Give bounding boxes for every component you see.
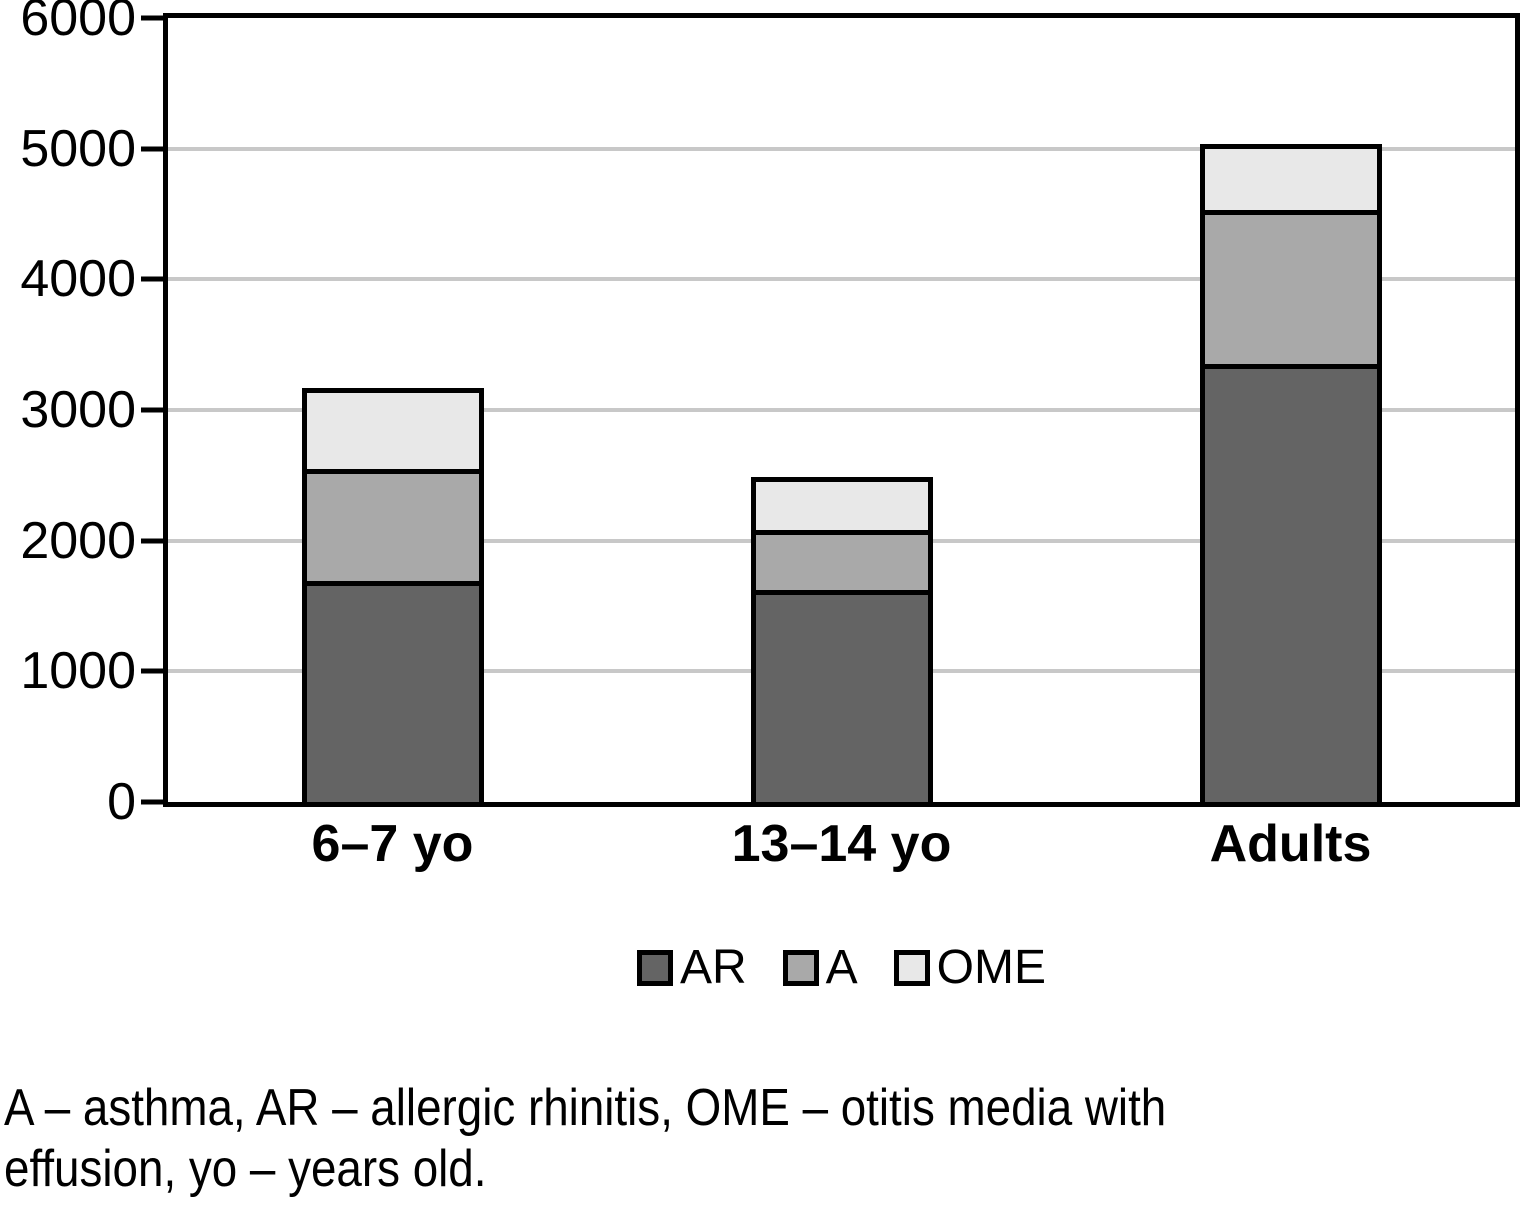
legend-swatch-a: [782, 950, 819, 986]
bar-segment-ome: [1204, 148, 1377, 211]
y-axis-tick-label-3000: 3000: [20, 381, 136, 439]
bar-segment-a: [306, 468, 479, 582]
caption-line-2: effusion, yo – years old.: [4, 1139, 487, 1198]
x-axis-tick-label: Adults: [1209, 815, 1372, 873]
bar-segment-ar: [306, 581, 479, 802]
y-axis-tick-label-6000: 6000: [20, 0, 136, 47]
y-axis-tick-6000: [141, 15, 168, 21]
plot-area: [141, 13, 1520, 807]
y-axis-tick-2000: [141, 538, 168, 544]
legend-label-ome: OME: [936, 941, 1047, 994]
x-axis-labels: 6–7 yo 13–14 yo Adults: [168, 818, 1515, 870]
y-axis-tick-label-1000: 1000: [20, 642, 136, 701]
bar-slot: [617, 18, 1066, 802]
gridline-5000: [168, 146, 1515, 151]
bar-segment-ar: [1204, 364, 1377, 802]
legend: AR A OME: [168, 944, 1515, 992]
y-axis-tick-label-0: 0: [107, 773, 136, 831]
bar-segment-ome: [755, 481, 928, 531]
caption-line-1: A – asthma, AR – allergic rhinitis, OME …: [4, 1079, 1167, 1137]
gridline-3000: [168, 408, 1515, 412]
y-axis-tick-0: [141, 799, 168, 805]
caption: A – asthma, AR – allergic rhinitis, OME …: [4, 1078, 1324, 1200]
stacked-bar: [1199, 143, 1382, 802]
bar-segment-a: [755, 530, 928, 591]
legend-label-ar: AR: [679, 941, 747, 994]
stacked-bar: [301, 388, 484, 802]
bar-segment-a: [1204, 210, 1377, 365]
bar-segment-ome: [306, 393, 479, 469]
bar-slot: [168, 18, 617, 802]
y-axis-tick-label-2000: 2000: [20, 511, 136, 570]
y-axis-labels: 0 1000 2000 3000 4000 5000 6000: [0, 0, 136, 828]
y-axis-tick-label-5000: 5000: [20, 119, 136, 178]
x-axis-tick-label: 13–14 yo: [731, 815, 952, 873]
stacked-bar: [750, 476, 933, 802]
bars-layer: [168, 18, 1515, 802]
legend-item-a: A: [782, 941, 858, 994]
legend-item-ome: OME: [893, 941, 1047, 994]
legend-item-ar: AR: [636, 941, 747, 994]
bar-slot: [1066, 18, 1515, 802]
x-axis-tick-label: 6–7 yo: [311, 815, 474, 873]
bar-segment-ar: [755, 590, 928, 802]
legend-swatch-ar: [636, 950, 673, 986]
y-axis-tick-4000: [141, 276, 168, 282]
y-axis-tick-3000: [141, 407, 168, 413]
y-axis-tick-1000: [141, 668, 168, 674]
legend-swatch-ome: [893, 950, 930, 986]
y-axis-tick-label-4000: 4000: [20, 250, 136, 309]
y-axis-tick-5000: [141, 146, 168, 152]
gridline-4000: [168, 277, 1515, 282]
legend-label-a: A: [825, 941, 858, 994]
